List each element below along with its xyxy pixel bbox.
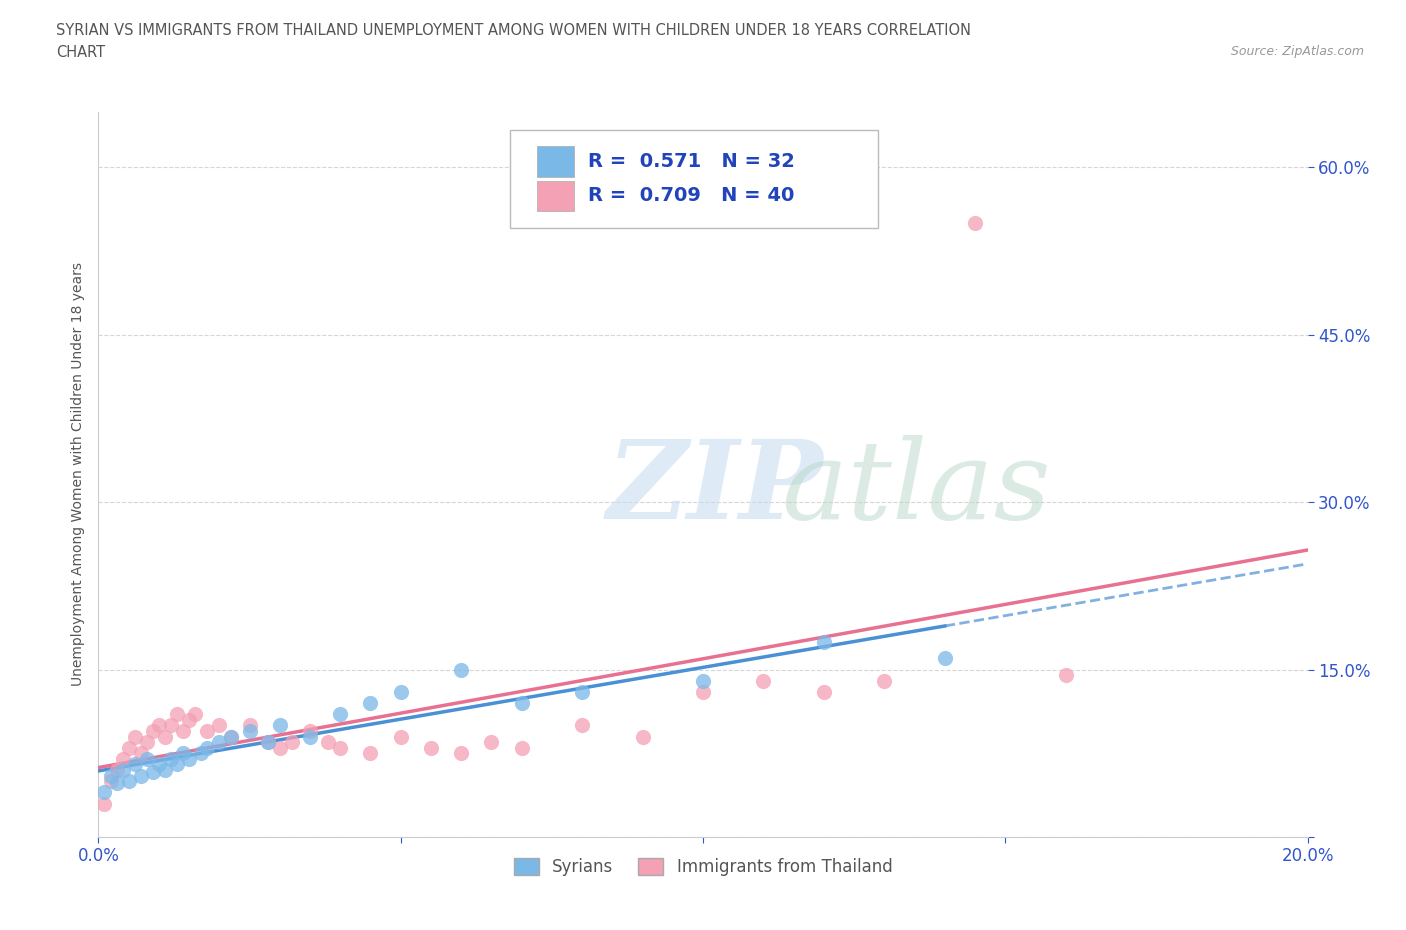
Point: [571, 718, 593, 733]
Point: [135, 735, 157, 750]
FancyBboxPatch shape: [509, 130, 879, 228]
Point: [111, 751, 134, 766]
Point: [100, 774, 122, 789]
Text: CHART: CHART: [56, 45, 105, 60]
Point: [934, 651, 956, 666]
Point: [873, 673, 896, 688]
Point: [179, 712, 201, 727]
Text: SYRIAN VS IMMIGRANTS FROM THAILAND UNEMPLOYMENT AMONG WOMEN WITH CHILDREN UNDER : SYRIAN VS IMMIGRANTS FROM THAILAND UNEMP…: [56, 23, 972, 38]
Point: [450, 746, 472, 761]
Point: [692, 673, 714, 688]
Point: [124, 729, 146, 744]
Point: [281, 735, 304, 750]
Point: [195, 724, 218, 738]
Point: [118, 740, 141, 755]
Bar: [537, 180, 574, 211]
Point: [208, 718, 231, 733]
Point: [221, 729, 243, 744]
Point: [172, 724, 194, 738]
Point: [135, 751, 157, 766]
Point: [389, 729, 412, 744]
Legend: Syrians, Immigrants from Thailand: Syrians, Immigrants from Thailand: [508, 852, 898, 883]
Point: [239, 718, 262, 733]
Point: [299, 729, 322, 744]
Point: [1054, 668, 1077, 683]
Point: [190, 746, 212, 761]
Point: [153, 729, 176, 744]
Point: [93, 785, 115, 800]
Text: Source: ZipAtlas.com: Source: ZipAtlas.com: [1230, 45, 1364, 58]
Point: [360, 696, 382, 711]
Point: [184, 707, 207, 722]
Point: [299, 724, 322, 738]
Point: [124, 757, 146, 772]
Point: [142, 764, 165, 779]
Point: [148, 757, 170, 772]
Point: [111, 763, 134, 777]
Point: [179, 751, 201, 766]
Point: [510, 696, 533, 711]
Text: R =  0.571   N = 32: R = 0.571 N = 32: [588, 153, 794, 171]
Text: atlas: atlas: [782, 435, 1052, 542]
Point: [360, 746, 382, 761]
Point: [269, 718, 291, 733]
Point: [93, 796, 115, 811]
Point: [965, 216, 987, 231]
Point: [105, 776, 128, 790]
Point: [813, 684, 835, 699]
Point: [172, 746, 194, 761]
Point: [195, 740, 218, 755]
Y-axis label: Unemployment Among Women with Children Under 18 years: Unemployment Among Women with Children U…: [70, 262, 84, 686]
Point: [160, 718, 183, 733]
Text: ZIP: ZIP: [606, 435, 823, 542]
Point: [166, 757, 188, 772]
Point: [129, 746, 152, 761]
Point: [631, 729, 654, 744]
Point: [100, 768, 122, 783]
Point: [118, 774, 141, 789]
Point: [481, 735, 503, 750]
Point: [329, 740, 352, 755]
Point: [389, 684, 412, 699]
Point: [510, 740, 533, 755]
Point: [142, 724, 165, 738]
Point: [269, 740, 291, 755]
Point: [160, 751, 183, 766]
Point: [208, 735, 231, 750]
Point: [239, 724, 262, 738]
Text: R =  0.709   N = 40: R = 0.709 N = 40: [588, 186, 794, 206]
Point: [813, 634, 835, 649]
Point: [166, 707, 188, 722]
Point: [752, 673, 775, 688]
Point: [148, 718, 170, 733]
Point: [256, 735, 278, 750]
Bar: [537, 146, 574, 177]
Point: [420, 740, 443, 755]
Point: [105, 763, 128, 777]
Point: [329, 707, 352, 722]
Point: [692, 684, 714, 699]
Point: [316, 735, 339, 750]
Point: [256, 735, 278, 750]
Point: [129, 768, 152, 783]
Point: [221, 729, 243, 744]
Point: [153, 763, 176, 777]
Point: [450, 662, 472, 677]
Point: [571, 684, 593, 699]
